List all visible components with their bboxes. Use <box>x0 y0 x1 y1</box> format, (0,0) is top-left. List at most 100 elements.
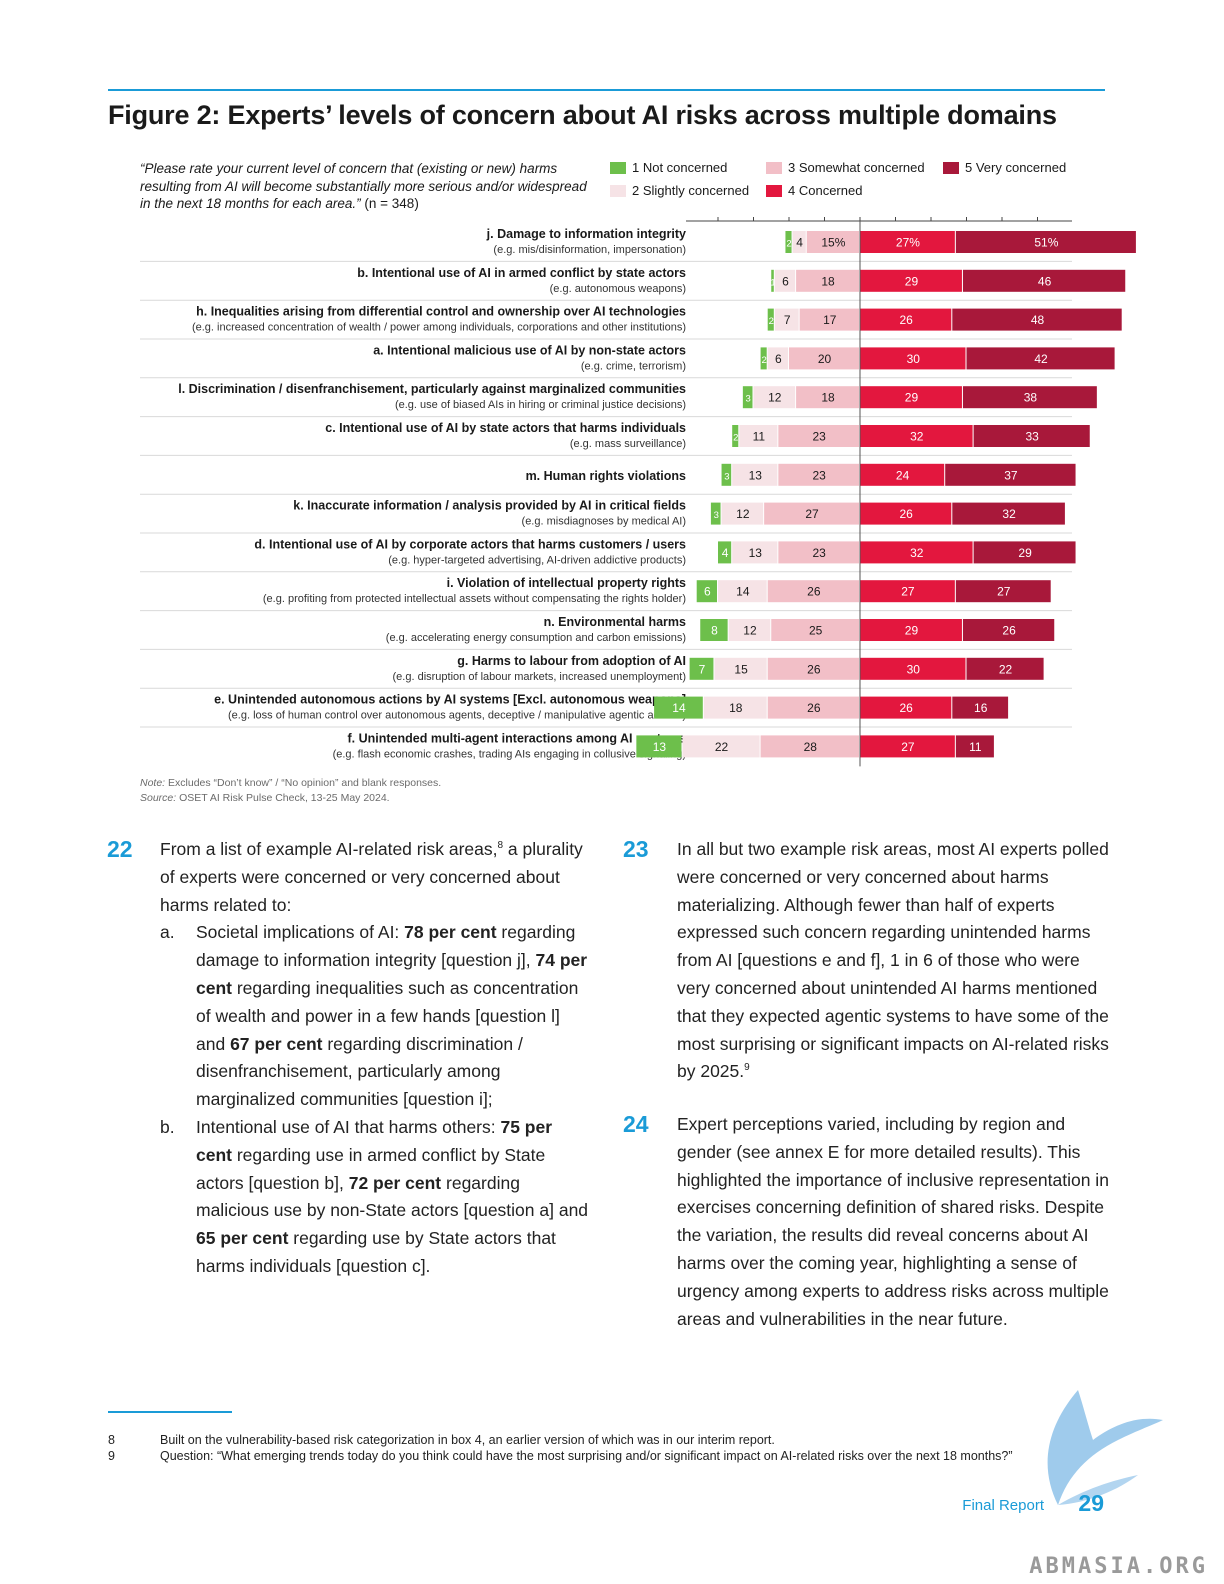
bar-somewhat-concerned <box>778 463 859 486</box>
legend-label: 2 Slightly concerned <box>632 183 750 198</box>
bar-somewhat-concerned <box>760 735 859 758</box>
row-example: (e.g. hyper-targeted advertising, AI-dri… <box>388 554 686 566</box>
data-label: 26 <box>807 585 821 599</box>
page-number: 29 <box>1078 1490 1104 1516</box>
bar-slightly-concerned <box>774 308 799 331</box>
paragraph-22-intro: From a list of example AI-related risk a… <box>160 836 590 919</box>
bar-concerned <box>860 347 966 370</box>
data-label: 12 <box>768 391 782 405</box>
chart-note: Note: Excludes “Don’t know” / “No opinio… <box>140 776 441 806</box>
data-label: 27% <box>896 236 920 250</box>
row-label: k. Inaccurate information / analysis pro… <box>293 499 686 513</box>
row-label: f. Unintended multi-agent interactions a… <box>348 731 687 745</box>
row-example: (e.g. crime, terrorism) <box>581 360 686 372</box>
bar-somewhat-concerned <box>789 347 859 370</box>
bar-concerned <box>860 502 952 525</box>
bar-very-concerned <box>962 386 1097 409</box>
data-label: 32 <box>910 430 924 444</box>
bar-concerned <box>860 541 973 564</box>
survey-question: “Please rate your current level of conce… <box>140 160 590 213</box>
data-label: 15 <box>734 662 748 676</box>
legend-item-not-concerned: 1 Not concerned <box>610 160 727 175</box>
legend-label: 5 Very concerned <box>965 160 1067 175</box>
bar-somewhat-concerned <box>767 696 859 719</box>
data-label: 17 <box>823 313 837 327</box>
item-text: regarding use in armed conflict by State… <box>196 1144 546 1193</box>
legend-item-slightly-concerned: 2 Slightly concerned <box>610 183 749 198</box>
legend-label: 1 Not concerned <box>632 160 728 175</box>
list-item-a: a. Societal implications of AI: 78 per ce… <box>160 919 590 1114</box>
data-label: 37 <box>1004 468 1018 482</box>
bar-concerned <box>860 735 955 758</box>
legend-swatch <box>766 161 782 174</box>
legend-label: 4 Concerned <box>788 183 863 198</box>
data-label: 2 <box>762 355 767 366</box>
data-label: 26 <box>807 662 821 676</box>
bar-concerned <box>860 657 966 680</box>
footnote-ref-9: 9 <box>744 1062 750 1074</box>
bar-somewhat-concerned <box>767 580 859 603</box>
bar-slightly-concerned <box>732 463 778 486</box>
row-label: b. Intentional use of AI in armed confli… <box>357 266 686 280</box>
bar-very-concerned <box>945 463 1076 486</box>
data-label: 2 <box>786 239 791 250</box>
item-text: regarding inequalities such as concentra… <box>196 977 579 1054</box>
bar-not-concerned <box>689 657 714 680</box>
bar-somewhat-concerned <box>799 308 859 331</box>
item-text: regarding damage to information integrit… <box>196 922 576 971</box>
data-label: 22 <box>999 662 1013 676</box>
data-label: 6 <box>704 585 711 599</box>
source-label: Source: <box>140 792 177 804</box>
bar-very-concerned <box>955 580 1051 603</box>
bar-very-concerned <box>962 269 1126 292</box>
data-label: 42 <box>1034 352 1048 366</box>
data-label: 28 <box>804 740 818 754</box>
bar-somewhat-concerned <box>796 386 859 409</box>
data-label: 27 <box>805 507 819 521</box>
data-label: 26 <box>899 313 913 327</box>
data-label: 26 <box>899 701 913 715</box>
data-label: 27 <box>997 585 1011 599</box>
data-label: 29 <box>905 624 919 638</box>
legend-swatch <box>766 184 782 197</box>
figure-title: Figure 2: Experts’ levels of concern abo… <box>108 100 1057 130</box>
data-label: 26 <box>899 507 913 521</box>
source-line: Source: OSET AI Risk Pulse Check, 13-25 … <box>140 791 441 806</box>
data-label: 23 <box>813 430 827 444</box>
item-figure: 72 per cent <box>348 1172 442 1193</box>
data-label: 2 <box>733 433 738 444</box>
bar-slightly-concerned <box>718 580 767 603</box>
footnote-ref-8: 8 <box>497 840 504 852</box>
note-label: Note: <box>140 777 166 789</box>
footnote-text: Built on the vulnerability-based risk ca… <box>160 1433 775 1447</box>
footnote-number: 9 <box>108 1449 115 1463</box>
data-label: 1 <box>770 277 775 288</box>
bar-concerned <box>860 580 955 603</box>
data-label: 48 <box>1031 313 1045 327</box>
paragraph-number-24: 24 <box>623 1111 649 1137</box>
bar-very-concerned <box>952 696 1009 719</box>
bar-concerned <box>860 231 955 253</box>
data-label: 26 <box>1002 624 1016 638</box>
bar-not-concerned <box>636 735 682 758</box>
row-example: (e.g. loss of human control over autonom… <box>228 710 686 722</box>
bar-not-concerned <box>767 308 774 331</box>
data-label: 29 <box>905 274 919 288</box>
data-label: 27 <box>901 740 915 754</box>
row-label: g. Harms to labour from adoption of AI <box>457 654 686 668</box>
data-label: 30 <box>907 352 921 366</box>
bar-very-concerned <box>952 502 1065 525</box>
legend-swatch <box>943 161 959 174</box>
bar-not-concerned <box>710 502 721 525</box>
bar-not-concerned <box>718 541 732 564</box>
data-label: 46 <box>1038 274 1052 288</box>
data-label: 15% <box>821 236 845 250</box>
bar-slightly-concerned <box>682 735 760 758</box>
bar-not-concerned <box>742 386 753 409</box>
data-label: 4 <box>722 546 729 560</box>
item-text: regarding use by State actors that harms… <box>196 1228 556 1276</box>
bar-slightly-concerned <box>703 696 767 719</box>
data-label: 18 <box>729 701 743 715</box>
row-label: j. Damage to information integrity <box>486 227 686 241</box>
item-figure: 75 per cent <box>196 1116 553 1165</box>
